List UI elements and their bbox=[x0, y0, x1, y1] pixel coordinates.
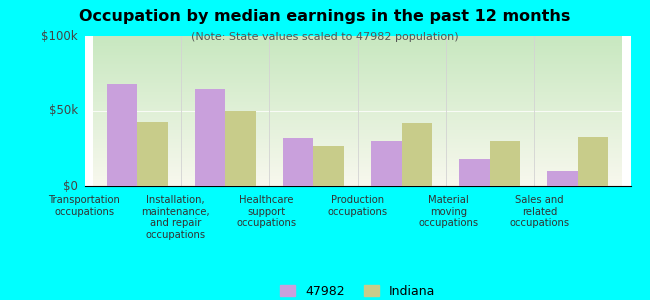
Text: $100k: $100k bbox=[42, 29, 78, 43]
Bar bbox=[194, 88, 226, 186]
Bar bbox=[137, 122, 168, 186]
Text: Transportation
occupations: Transportation occupations bbox=[49, 195, 120, 217]
Bar bbox=[578, 136, 608, 186]
Text: Healthcare
support
occupations: Healthcare support occupations bbox=[237, 195, 296, 228]
Bar bbox=[226, 111, 256, 186]
Legend: 47982, Indiana: 47982, Indiana bbox=[275, 280, 440, 300]
Text: $0: $0 bbox=[63, 179, 78, 193]
Text: Sales and
related
occupations: Sales and related occupations bbox=[510, 195, 569, 228]
Bar bbox=[489, 141, 521, 186]
Text: Material
moving
occupations: Material moving occupations bbox=[419, 195, 478, 228]
Bar bbox=[107, 84, 137, 186]
Text: $50k: $50k bbox=[49, 104, 78, 118]
Text: Occupation by median earnings in the past 12 months: Occupation by median earnings in the pas… bbox=[79, 9, 571, 24]
Text: Installation,
maintenance,
and repair
occupations: Installation, maintenance, and repair oc… bbox=[141, 195, 210, 240]
Text: Production
occupations: Production occupations bbox=[328, 195, 387, 217]
Text: (Note: State values scaled to 47982 population): (Note: State values scaled to 47982 popu… bbox=[191, 32, 459, 41]
Bar bbox=[459, 159, 489, 186]
Bar bbox=[402, 123, 432, 186]
Bar bbox=[283, 138, 313, 186]
Bar bbox=[370, 141, 402, 186]
Bar bbox=[313, 146, 345, 186]
Bar bbox=[547, 171, 578, 186]
